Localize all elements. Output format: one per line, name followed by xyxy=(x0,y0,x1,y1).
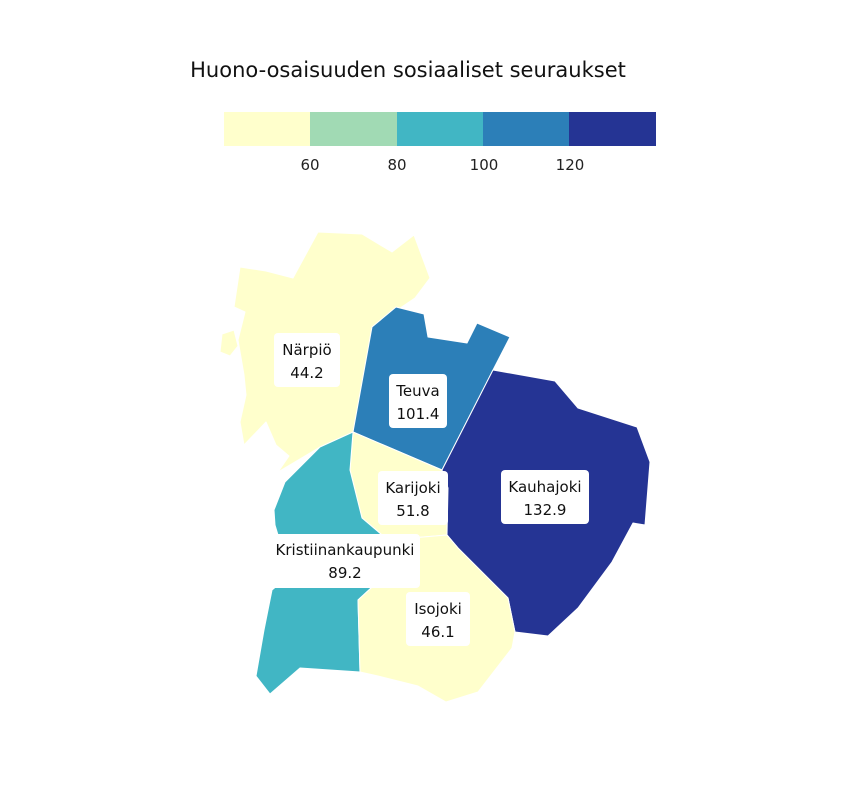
legend-bin-4 xyxy=(569,112,656,146)
label-box xyxy=(378,471,448,525)
region-name: Kristiinankaupunki xyxy=(276,541,415,559)
label-kristiinankaupunki: Kristiinankaupunki 89.2 xyxy=(270,534,420,588)
region-value: 101.4 xyxy=(397,405,440,423)
label-box xyxy=(501,470,589,524)
label-karijoki: Karijoki 51.8 xyxy=(378,471,448,525)
region-narpio-island[interactable] xyxy=(219,329,239,357)
legend-tick-80: 80 xyxy=(387,156,406,174)
region-name: Kauhajoki xyxy=(508,478,581,496)
legend-tick-100: 100 xyxy=(470,156,499,174)
color-legend: 60 80 100 120 xyxy=(224,112,656,174)
legend-bin-1 xyxy=(310,112,397,146)
label-isojoki: Isojoki 46.1 xyxy=(406,592,470,646)
region-name: Teuva xyxy=(395,382,439,400)
region-value: 44.2 xyxy=(290,364,323,382)
region-value: 132.9 xyxy=(524,501,567,519)
region-name: Isojoki xyxy=(414,600,462,618)
label-teuva: Teuva 101.4 xyxy=(389,374,447,428)
legend-tick-60: 60 xyxy=(300,156,319,174)
label-narpio: Närpiö 44.2 xyxy=(274,333,340,387)
label-kauhajoki: Kauhajoki 132.9 xyxy=(501,470,589,524)
legend-bin-3 xyxy=(483,112,570,146)
label-box xyxy=(406,592,470,646)
region-value: 46.1 xyxy=(421,623,454,641)
region-value: 89.2 xyxy=(328,564,361,582)
label-box xyxy=(389,374,447,428)
label-box xyxy=(270,534,420,588)
region-name: Närpiö xyxy=(282,341,331,359)
region-labels: Närpiö 44.2 Teuva 101.4 Karijoki 51.8 Ka… xyxy=(270,333,589,646)
legend-tick-120: 120 xyxy=(556,156,585,174)
map-title: Huono-osaisuuden sosiaaliset seuraukset xyxy=(190,58,626,82)
legend-bin-2 xyxy=(397,112,484,146)
label-box xyxy=(274,333,340,387)
region-name: Karijoki xyxy=(385,479,440,497)
legend-bin-0 xyxy=(224,112,311,146)
region-value: 51.8 xyxy=(396,502,429,520)
